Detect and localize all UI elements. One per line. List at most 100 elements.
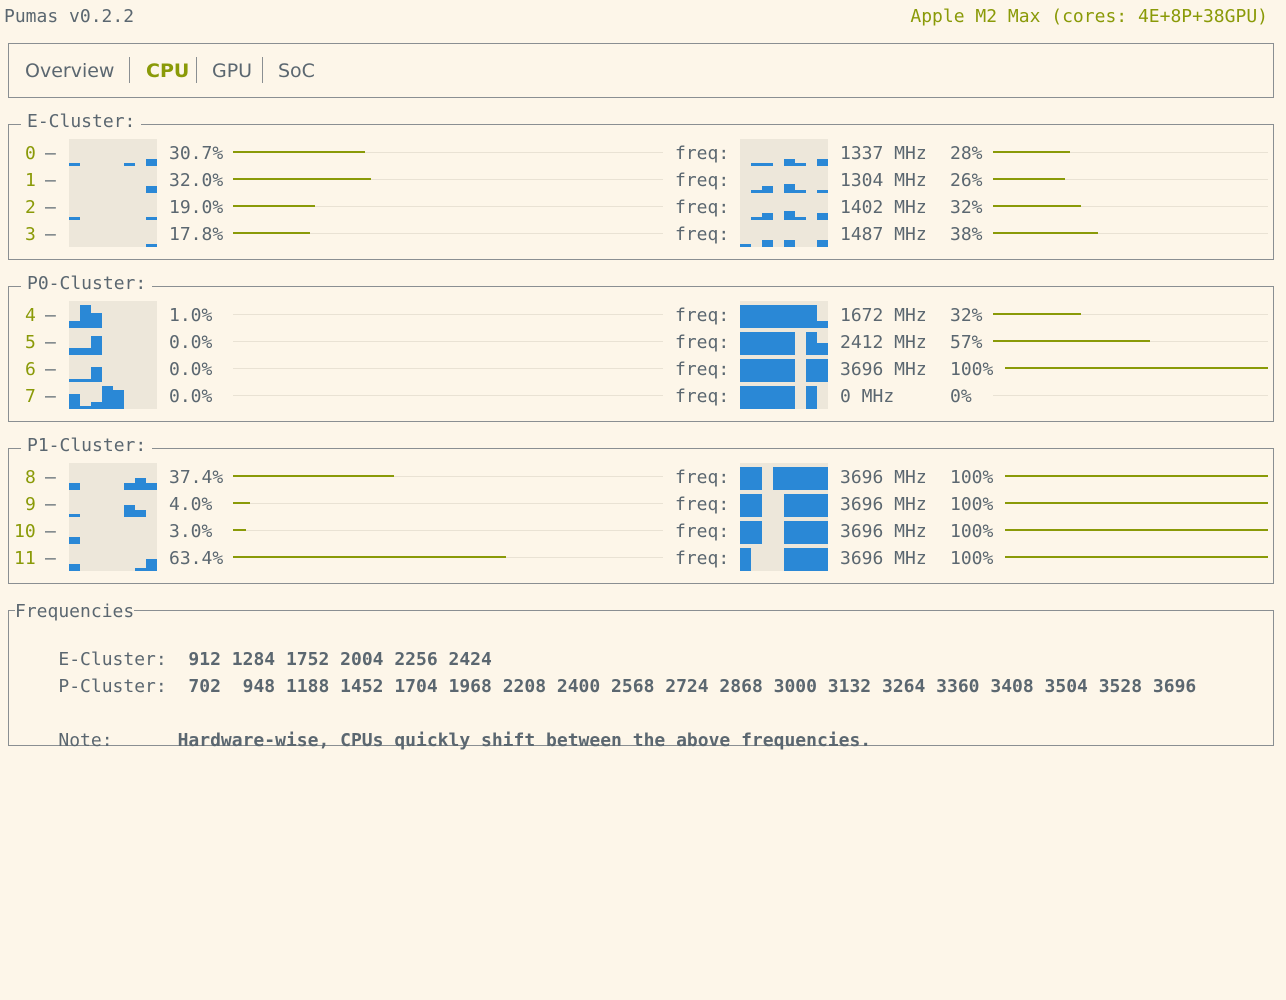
freq-spark-bar (773, 332, 784, 355)
util-bar-track (233, 529, 663, 531)
freq-spark-bar (817, 321, 828, 328)
freq-spark-bar (806, 467, 817, 490)
freq-spark-bar (806, 359, 817, 382)
core-dash: – (45, 521, 56, 542)
tab-gpu[interactable]: GPU (212, 60, 253, 82)
freq-spark-bar (740, 494, 751, 517)
freq-spark-bar (740, 332, 751, 355)
freq-spark-bar (806, 305, 817, 328)
util-bar-track (233, 205, 663, 207)
frequencies-title: Frequencies (15, 601, 135, 622)
util-spark-bar (91, 367, 102, 382)
freq-percent: 32% (950, 305, 983, 326)
freq-bar-fill (1005, 502, 1268, 504)
util-spark-bar (135, 478, 146, 490)
util-spark-bar (80, 406, 91, 409)
freq-spark-bar (751, 305, 762, 328)
freq-bar-track (1005, 529, 1268, 531)
freq-spark-bar (740, 244, 751, 247)
tab-soc[interactable]: SoC (278, 60, 315, 82)
freq-mhz: 2412 MHz (840, 332, 927, 353)
freq-spark-bar (817, 240, 828, 247)
util-sparkline (69, 517, 157, 544)
freq-spark-bar (740, 467, 751, 490)
util-sparkline (69, 139, 157, 166)
freq-spark-bar (751, 190, 762, 193)
core-row: 8– 37.4% freq: 3696 MHz 100% (9, 463, 1273, 490)
note-label: Note: (58, 730, 113, 751)
util-spark-bar (124, 163, 135, 166)
freq-spark-bar (806, 548, 817, 571)
freq-spark-bar (740, 521, 751, 544)
freq-spark-bar (784, 184, 795, 193)
freq-spark-bar (817, 467, 828, 490)
freq-sparkline (740, 301, 828, 328)
tab-overview[interactable]: Overview (25, 60, 115, 82)
util-bar-track (233, 395, 663, 396)
util-spark-bar (69, 217, 80, 220)
freq-spark-bar (817, 343, 828, 355)
freq-sparkline (740, 463, 828, 490)
core-dash: – (45, 224, 56, 245)
freq-bar-fill (993, 313, 1081, 315)
freq-spark-bar (806, 386, 817, 409)
util-spark-bar (135, 568, 146, 571)
freq-sparkline (740, 193, 828, 220)
util-spark-bar (124, 483, 135, 490)
freq-spark-bar (795, 494, 806, 517)
freq-percent: 57% (950, 332, 983, 353)
core-dash: – (45, 494, 56, 515)
util-spark-bar (69, 514, 80, 517)
cluster-panel: E-Cluster: 0–30.7% freq: 1337 MHz 28% 1–32.0%… (8, 111, 1274, 260)
util-percent: 3.0% (169, 521, 213, 542)
freq-spark-bar (762, 332, 773, 355)
tab-bar: Overview CPU GPU SoC (8, 43, 1274, 98)
freq-label: freq: (675, 548, 730, 569)
freq-spark-bar (817, 190, 828, 193)
freq-mhz: 3696 MHz (840, 467, 927, 488)
freq-spark-bar (817, 213, 828, 220)
core-row: 5– 0.0% freq: 2412 MHz 57% (9, 328, 1273, 355)
freq-mhz: 1304 MHz (840, 170, 927, 191)
util-spark-bar (69, 537, 80, 544)
freq-spark-bar (751, 217, 762, 220)
util-spark-bar (146, 483, 157, 490)
freq-bar-fill (1005, 367, 1268, 369)
freq-spark-bar (773, 467, 784, 490)
freq-bar-track (1005, 502, 1268, 504)
util-percent: 0.0% (169, 359, 213, 380)
util-spark-bar (69, 163, 80, 166)
util-percent: 30.7% (169, 143, 224, 164)
freq-bar-track (1005, 556, 1268, 558)
tab-cpu[interactable]: CPU (146, 60, 190, 82)
freq-label: freq: (675, 494, 730, 515)
freq-label: freq: (675, 143, 730, 164)
freq-bar-track (993, 205, 1268, 207)
util-bar-track (233, 232, 663, 234)
util-bar-track (233, 475, 663, 477)
util-percent: 63.4% (169, 548, 224, 569)
tab-separator (262, 57, 263, 83)
util-spark-bar (91, 336, 102, 355)
cluster-panel: P0-Cluster: 4–1.0% freq: 1672 MHz 32% 5–0.0% f… (8, 273, 1274, 422)
freq-label: freq: (675, 224, 730, 245)
util-sparkline (69, 166, 157, 193)
util-sparkline (69, 301, 157, 328)
freq-percent: 28% (950, 143, 983, 164)
cluster-panel: P1-Cluster: 8–37.4% freq: 3696 MHz 100% 9–4.0… (8, 435, 1274, 584)
freq-mhz: 3696 MHz (840, 548, 927, 569)
core-id: 8 (25, 467, 36, 488)
core-id: 9 (25, 494, 36, 515)
core-row: 3– 17.8% freq: 1487 MHz 38% (9, 220, 1273, 247)
core-id: 0 (25, 143, 36, 164)
freq-spark-bar (762, 240, 773, 247)
util-spark-bar (135, 510, 146, 517)
freq-spark-bar (795, 521, 806, 544)
freq-spark-bar (740, 305, 751, 328)
freq-label: freq: (675, 359, 730, 380)
freq-spark-bar (795, 190, 806, 193)
freq-label: freq: (675, 197, 730, 218)
freq-spark-bar (795, 217, 806, 220)
freq-spark-bar (784, 359, 795, 382)
util-spark-bar (69, 564, 80, 571)
